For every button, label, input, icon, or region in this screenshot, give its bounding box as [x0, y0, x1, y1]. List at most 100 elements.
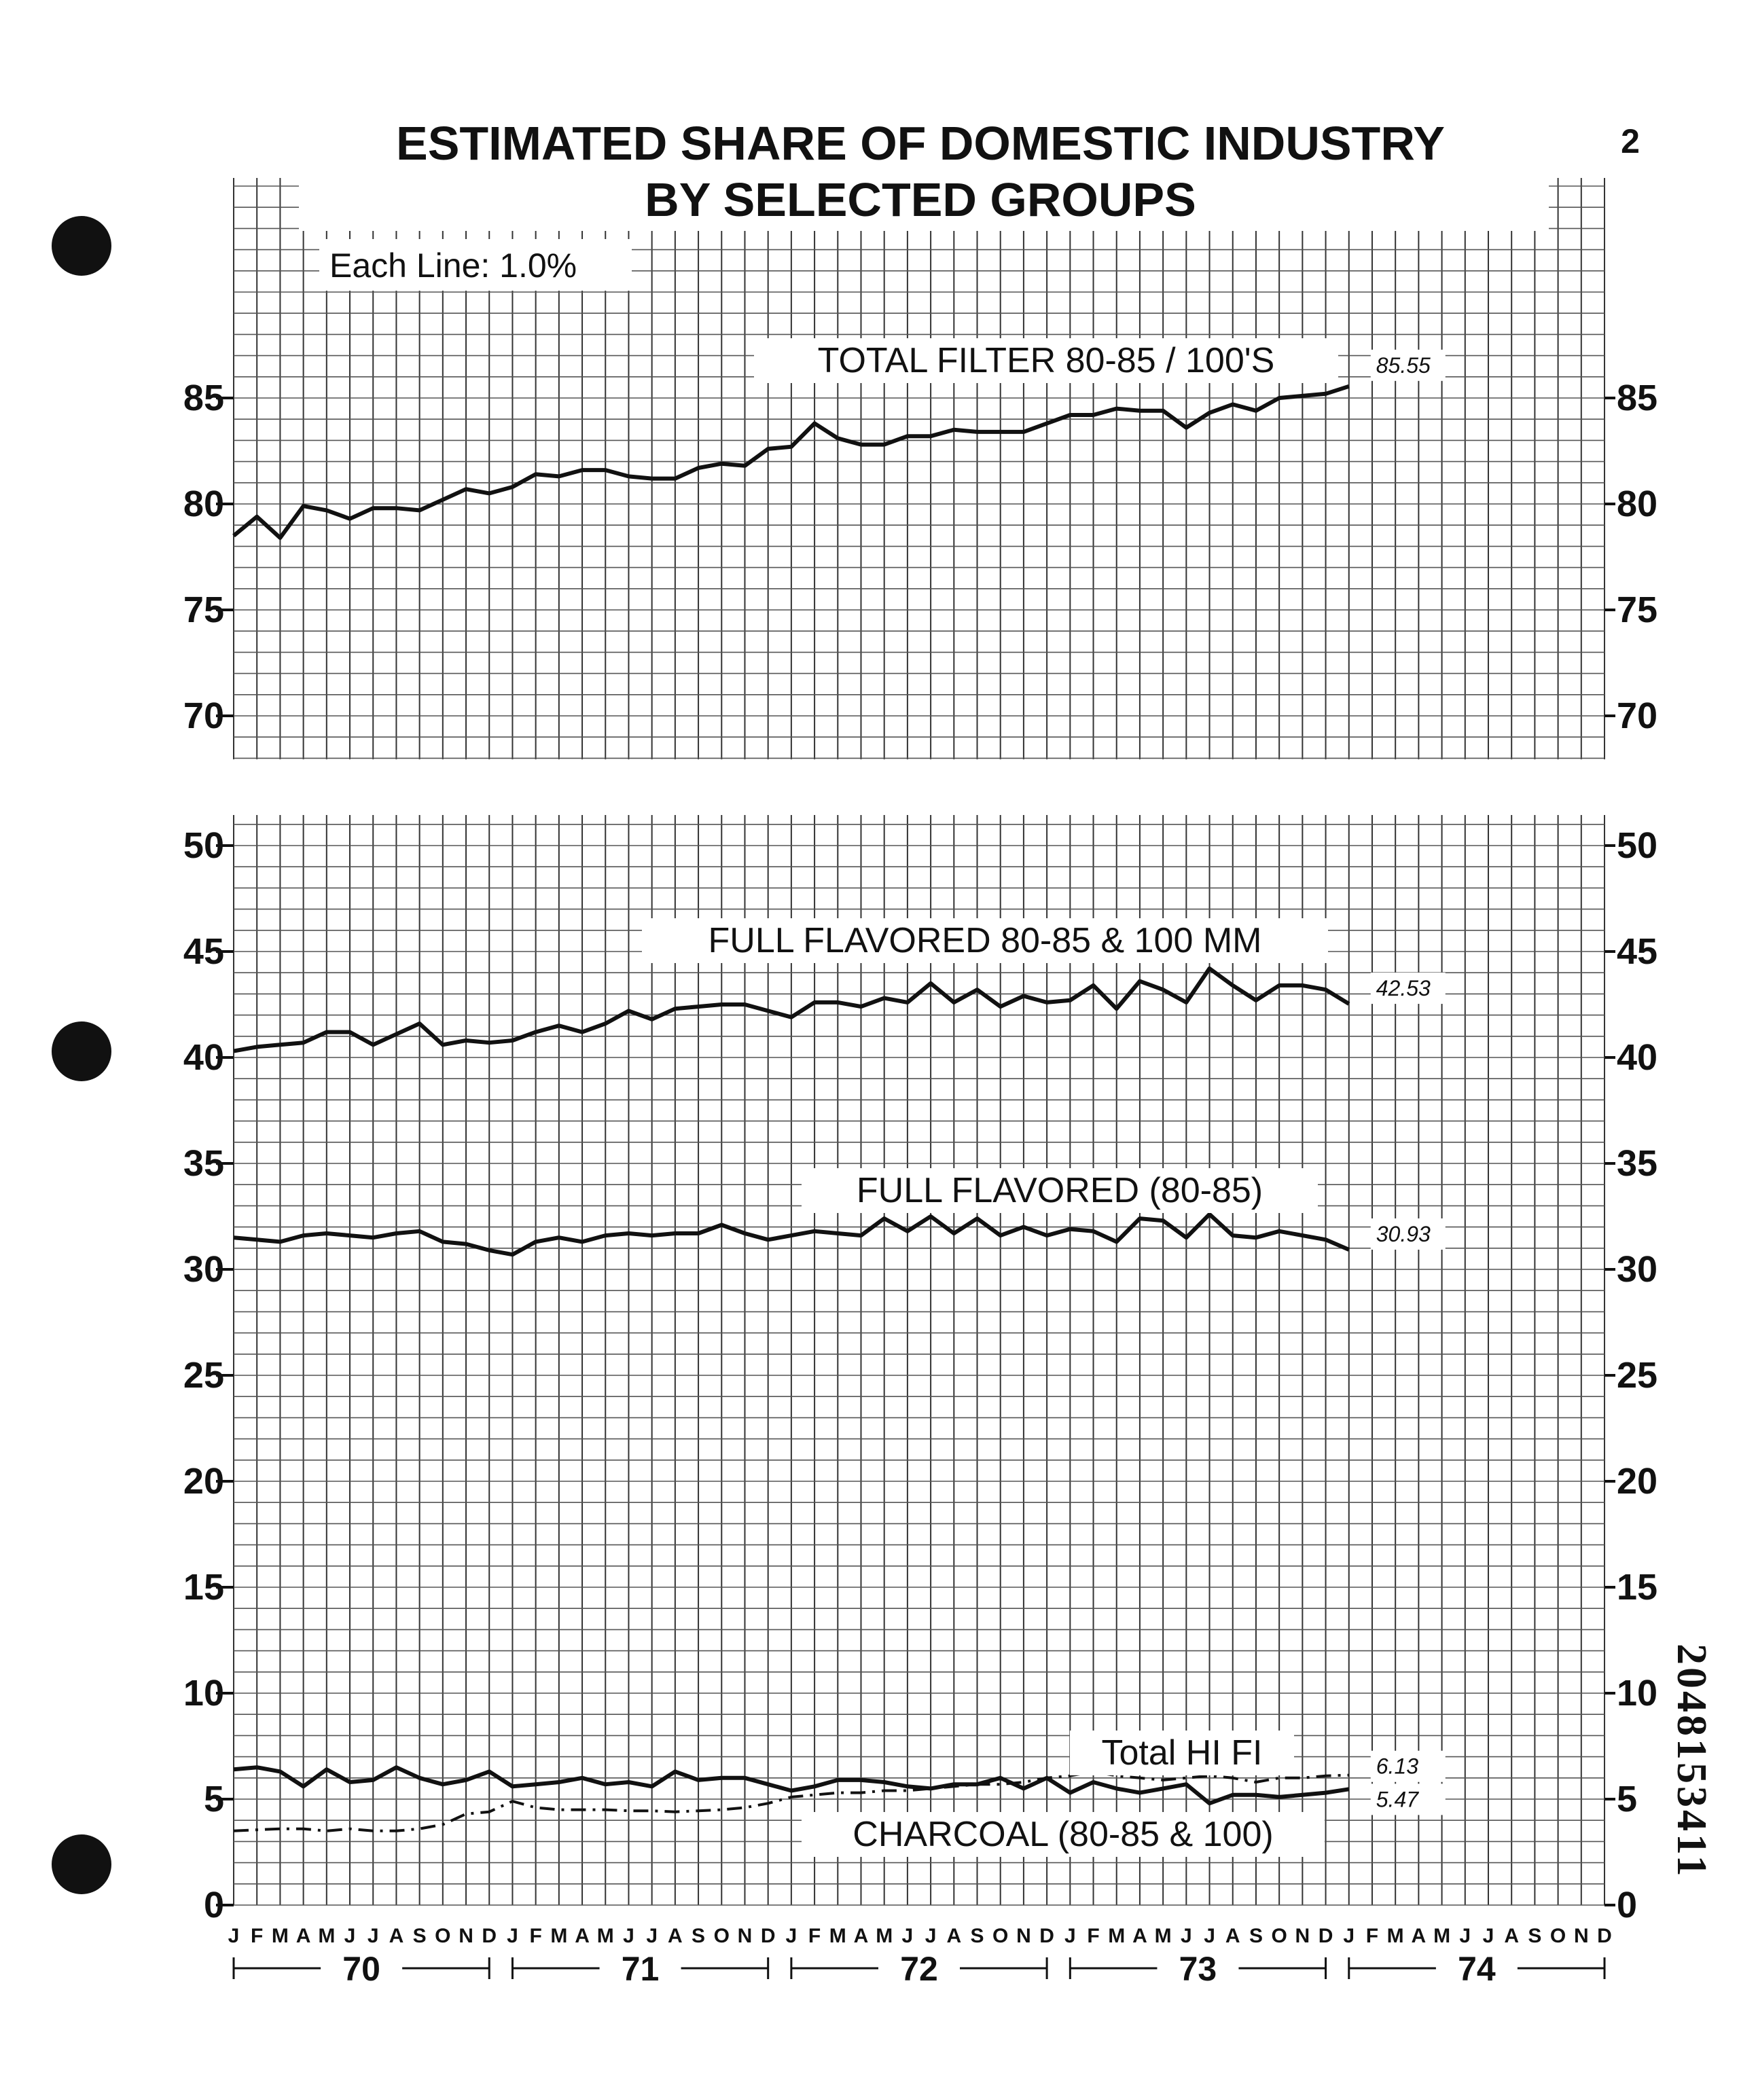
x-tick-label-month: J — [1181, 1925, 1192, 1947]
x-tick-label-month: O — [435, 1925, 450, 1947]
x-tick-label-month: A — [854, 1925, 869, 1947]
y-tick-label-right: 10 — [1617, 1673, 1657, 1714]
series-line — [233, 966, 1350, 1053]
chart-subtitle: BY SELECTED GROUPS — [645, 173, 1196, 226]
x-tick-label-month: S — [971, 1925, 984, 1947]
y-tick-label-right: 80 — [1617, 484, 1657, 524]
series-label-backdrop — [642, 918, 1328, 963]
y-tick-label-right: 20 — [1617, 1461, 1657, 1502]
end-label-backdrop — [1370, 349, 1446, 381]
y-tick-label-right: 85 — [1617, 378, 1657, 418]
binder-hole-middle — [52, 1021, 111, 1081]
series-label-backdrop — [1070, 1731, 1294, 1775]
x-tick-label-month: J — [507, 1925, 518, 1947]
x-tick-label-month: N — [459, 1925, 473, 1947]
x-tick-label-month: S — [1249, 1925, 1263, 1947]
x-tick-label-month: J — [786, 1925, 797, 1947]
series-layer — [232, 384, 1350, 1832]
x-tick-label-month: D — [482, 1925, 497, 1947]
x-tick-label-month: M — [1155, 1925, 1172, 1947]
x-tick-label-month: J — [1459, 1925, 1471, 1947]
x-tick-label-month: J — [1064, 1925, 1076, 1947]
y-tick-label-right: 45 — [1617, 931, 1657, 972]
x-tick-label-month: O — [992, 1925, 1008, 1947]
x-tick-label-month: J — [1483, 1925, 1494, 1947]
x-tick-label-month: O — [714, 1925, 730, 1947]
x-tick-label-month: N — [1016, 1925, 1031, 1947]
series-end-value-label: 30.93 — [1376, 1222, 1431, 1246]
x-tick-label-month: D — [761, 1925, 776, 1947]
x-tick-label-month: A — [1504, 1925, 1519, 1947]
x-tick-label-year: 73 — [1179, 1950, 1217, 1988]
end-label-backdrop — [1370, 1218, 1446, 1250]
series-end-value-label: 42.53 — [1376, 976, 1431, 1000]
series-name-label: CHARCOAL (80-85 & 100) — [853, 1815, 1273, 1854]
x-tick-label-month: F — [529, 1925, 541, 1947]
x-tick-label-month: A — [946, 1925, 961, 1947]
series-label-backdrop — [802, 1812, 1325, 1857]
end-label-backdrop — [1370, 1784, 1446, 1815]
x-tick-label-month: J — [1343, 1925, 1355, 1947]
x-tick-label-month: S — [1528, 1925, 1541, 1947]
series-name-label: Total HI FI — [1102, 1733, 1263, 1773]
x-tick-label-month: F — [1366, 1925, 1378, 1947]
page-number: 2 — [1621, 122, 1640, 160]
y-tick-label-right: 50 — [1617, 825, 1657, 866]
x-tick-label-month: F — [1087, 1925, 1099, 1947]
x-tick-label-month: J — [1204, 1925, 1215, 1947]
x-tick-label-month: J — [925, 1925, 937, 1947]
year-label-backdrop — [599, 1948, 681, 1989]
x-tick-label-month: M — [1108, 1925, 1125, 1947]
y-tick-label-right: 0 — [1617, 1885, 1637, 1925]
x-tick-label-month: M — [272, 1925, 289, 1947]
x-tick-label-month: J — [228, 1925, 240, 1947]
x-tick-label-month: A — [575, 1925, 590, 1947]
x-tick-label-month: M — [829, 1925, 846, 1947]
x-tick-label-month: A — [389, 1925, 404, 1947]
x-tick-label-month: D — [1597, 1925, 1612, 1947]
x-tick-label-year: 72 — [900, 1950, 938, 1988]
series-label-backdrop — [754, 338, 1338, 383]
x-tick-label-month: M — [550, 1925, 567, 1947]
series-name-label: FULL FLAVORED (80-85) — [857, 1171, 1263, 1210]
x-tick-label-month: J — [623, 1925, 634, 1947]
binder-hole-top — [52, 216, 111, 276]
series-label-backdrop — [802, 1168, 1318, 1213]
x-tick-label-month: S — [413, 1925, 427, 1947]
end-label-backdrop — [1370, 1750, 1446, 1782]
end-label-backdrop — [1370, 973, 1446, 1004]
x-tick-label-year: 74 — [1458, 1950, 1496, 1988]
y-tick-label-right: 15 — [1617, 1567, 1657, 1608]
x-tick-label-month: S — [692, 1925, 705, 1947]
x-tick-label-month: M — [597, 1925, 614, 1947]
x-tick-label-month: A — [668, 1925, 683, 1947]
labels-layer: 85.55 42.53 30.93 6.13 5.47 TOTAL FILTER 80-8… — [642, 338, 1446, 1857]
x-tick-label-month: A — [1412, 1925, 1427, 1947]
x-tick-label-month: F — [251, 1925, 263, 1947]
document-id: 2048153411 — [1668, 1644, 1715, 1879]
year-label-backdrop — [321, 1948, 403, 1989]
x-tick-label-month: O — [1271, 1925, 1287, 1947]
x-tick-label-month: J — [646, 1925, 658, 1947]
series-line — [233, 1212, 1350, 1257]
binder-hole-bottom — [52, 1834, 111, 1894]
x-tick-label-month: M — [1387, 1925, 1404, 1947]
y-tick-label-right: 25 — [1617, 1355, 1657, 1396]
y-tick-label-right: 70 — [1617, 695, 1657, 736]
x-tick-label-month: J — [367, 1925, 379, 1947]
year-label-backdrop — [1435, 1948, 1518, 1989]
year-label-backdrop — [1157, 1948, 1239, 1989]
x-tick-label-month: M — [1433, 1925, 1450, 1947]
series-end-value-label: 6.13 — [1376, 1754, 1418, 1779]
x-tick-label-month: J — [902, 1925, 914, 1947]
series-line — [233, 1765, 1350, 1806]
x-tick-label-month: M — [318, 1925, 335, 1947]
series-line — [233, 1770, 1349, 1832]
x-tick-label-month: M — [876, 1925, 893, 1947]
series-end-value-label: 85.55 — [1376, 353, 1431, 378]
x-tick-label-month: A — [296, 1925, 311, 1947]
series-end-value-label: 5.47 — [1376, 1787, 1419, 1811]
